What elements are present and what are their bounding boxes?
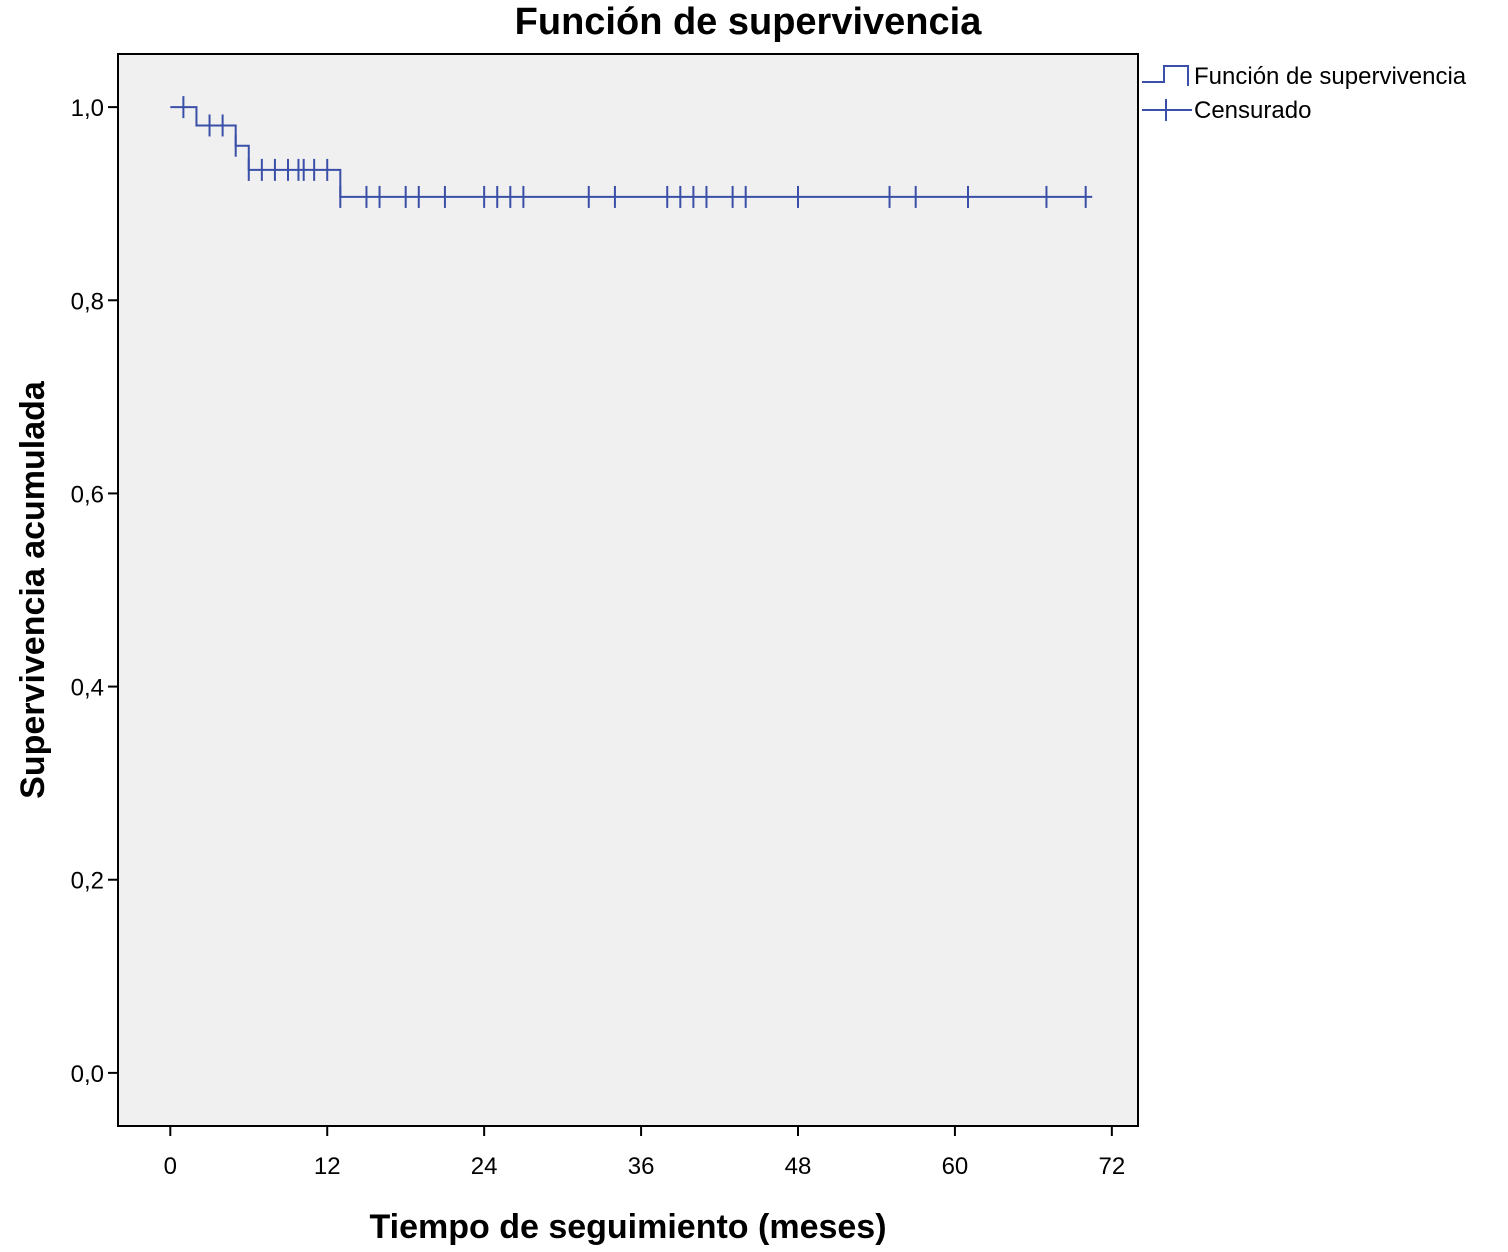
- chart-title: Función de supervivencia: [515, 1, 983, 43]
- x-axis: 0 12 24 36 48 60 72: [164, 1126, 1125, 1180]
- y-tick-label: 0,8: [71, 288, 104, 315]
- y-tick-label: 0,4: [71, 675, 104, 702]
- legend: Función de supervivencia Censurado: [1142, 63, 1467, 124]
- survival-step-line: [170, 106, 1093, 198]
- x-tick-label: 0: [164, 1153, 177, 1180]
- x-tick-label: 24: [471, 1153, 498, 1180]
- x-tick-label: 60: [942, 1153, 969, 1180]
- plot-area: [117, 53, 1139, 1127]
- series-layer: [170, 96, 1093, 208]
- y-tick-label: 0,6: [71, 481, 104, 508]
- x-axis-title: Tiempo de seguimiento (meses): [369, 1208, 886, 1246]
- y-axis-title: Supervivencia acumulada: [14, 380, 52, 799]
- x-tick-label: 72: [1098, 1153, 1125, 1180]
- y-axis: 0,0 0,2 0,4 0,6 0,8 1,0: [71, 95, 118, 1088]
- x-tick-label: 36: [628, 1153, 655, 1180]
- y-tick-label: 0,0: [71, 1061, 104, 1088]
- legend-label-survival: Función de supervivencia: [1194, 63, 1467, 90]
- y-tick-label: 0,2: [71, 868, 104, 895]
- legend-label-censored: Censurado: [1194, 97, 1311, 124]
- x-tick-label: 48: [785, 1153, 812, 1180]
- y-tick-label: 1,0: [71, 95, 104, 122]
- x-tick-label: 12: [314, 1153, 341, 1180]
- legend-step-icon: [1142, 65, 1189, 86]
